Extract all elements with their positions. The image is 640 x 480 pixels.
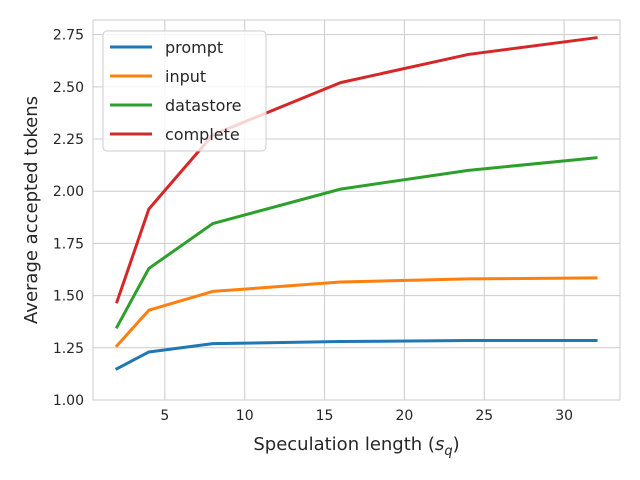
x-axis-label: Speculation length (sq) xyxy=(253,434,459,459)
y-axis-label: Average accepted tokens xyxy=(21,96,42,324)
x-axis-label-open-paren: ( xyxy=(422,434,435,455)
x-tick-label: 10 xyxy=(236,408,254,424)
series-lines xyxy=(114,36,598,371)
x-axis-label-close-paren: ) xyxy=(453,434,460,455)
series-line-complete xyxy=(115,36,598,304)
x-tick-label: 25 xyxy=(475,408,493,424)
series-line-datastore xyxy=(114,156,598,329)
y-tick-label: 1.00 xyxy=(53,393,84,409)
legend-box xyxy=(102,30,267,152)
x-axis-label-symbol: s xyxy=(435,434,444,455)
y-tick-label: 2.75 xyxy=(53,28,84,44)
y-tick-label: 1.25 xyxy=(53,341,84,357)
legend-label-datastore: datastore xyxy=(165,96,242,115)
x-tick-labels: 5 10 15 20 25 30 xyxy=(160,408,573,424)
y-tick-label: 2.00 xyxy=(53,184,84,200)
x-tick-label: 20 xyxy=(395,408,413,424)
legend-label-prompt: prompt xyxy=(165,38,223,57)
plot-frame xyxy=(92,19,621,401)
y-tick-label: 1.75 xyxy=(53,236,84,252)
y-tick-label: 1.50 xyxy=(53,289,84,305)
legend-label-input: input xyxy=(165,67,206,86)
y-tick-label: 2.50 xyxy=(53,80,84,96)
y-tick-label: 2.25 xyxy=(53,132,84,148)
legend: prompt input datastore complete xyxy=(102,30,267,152)
legend-label-complete: complete xyxy=(165,125,240,144)
x-axis-label-text: Speculation length xyxy=(253,434,422,455)
series-line-prompt xyxy=(114,338,598,371)
x-tick-label: 5 xyxy=(160,408,169,424)
x-tick-label: 30 xyxy=(555,408,573,424)
x-axis-label-subscript: q xyxy=(444,444,452,459)
series-line-input xyxy=(114,276,598,348)
y-tick-labels: 1.00 1.25 1.50 1.75 2.00 2.25 2.50 2.75 xyxy=(53,28,84,409)
x-tick-label: 15 xyxy=(316,408,334,424)
